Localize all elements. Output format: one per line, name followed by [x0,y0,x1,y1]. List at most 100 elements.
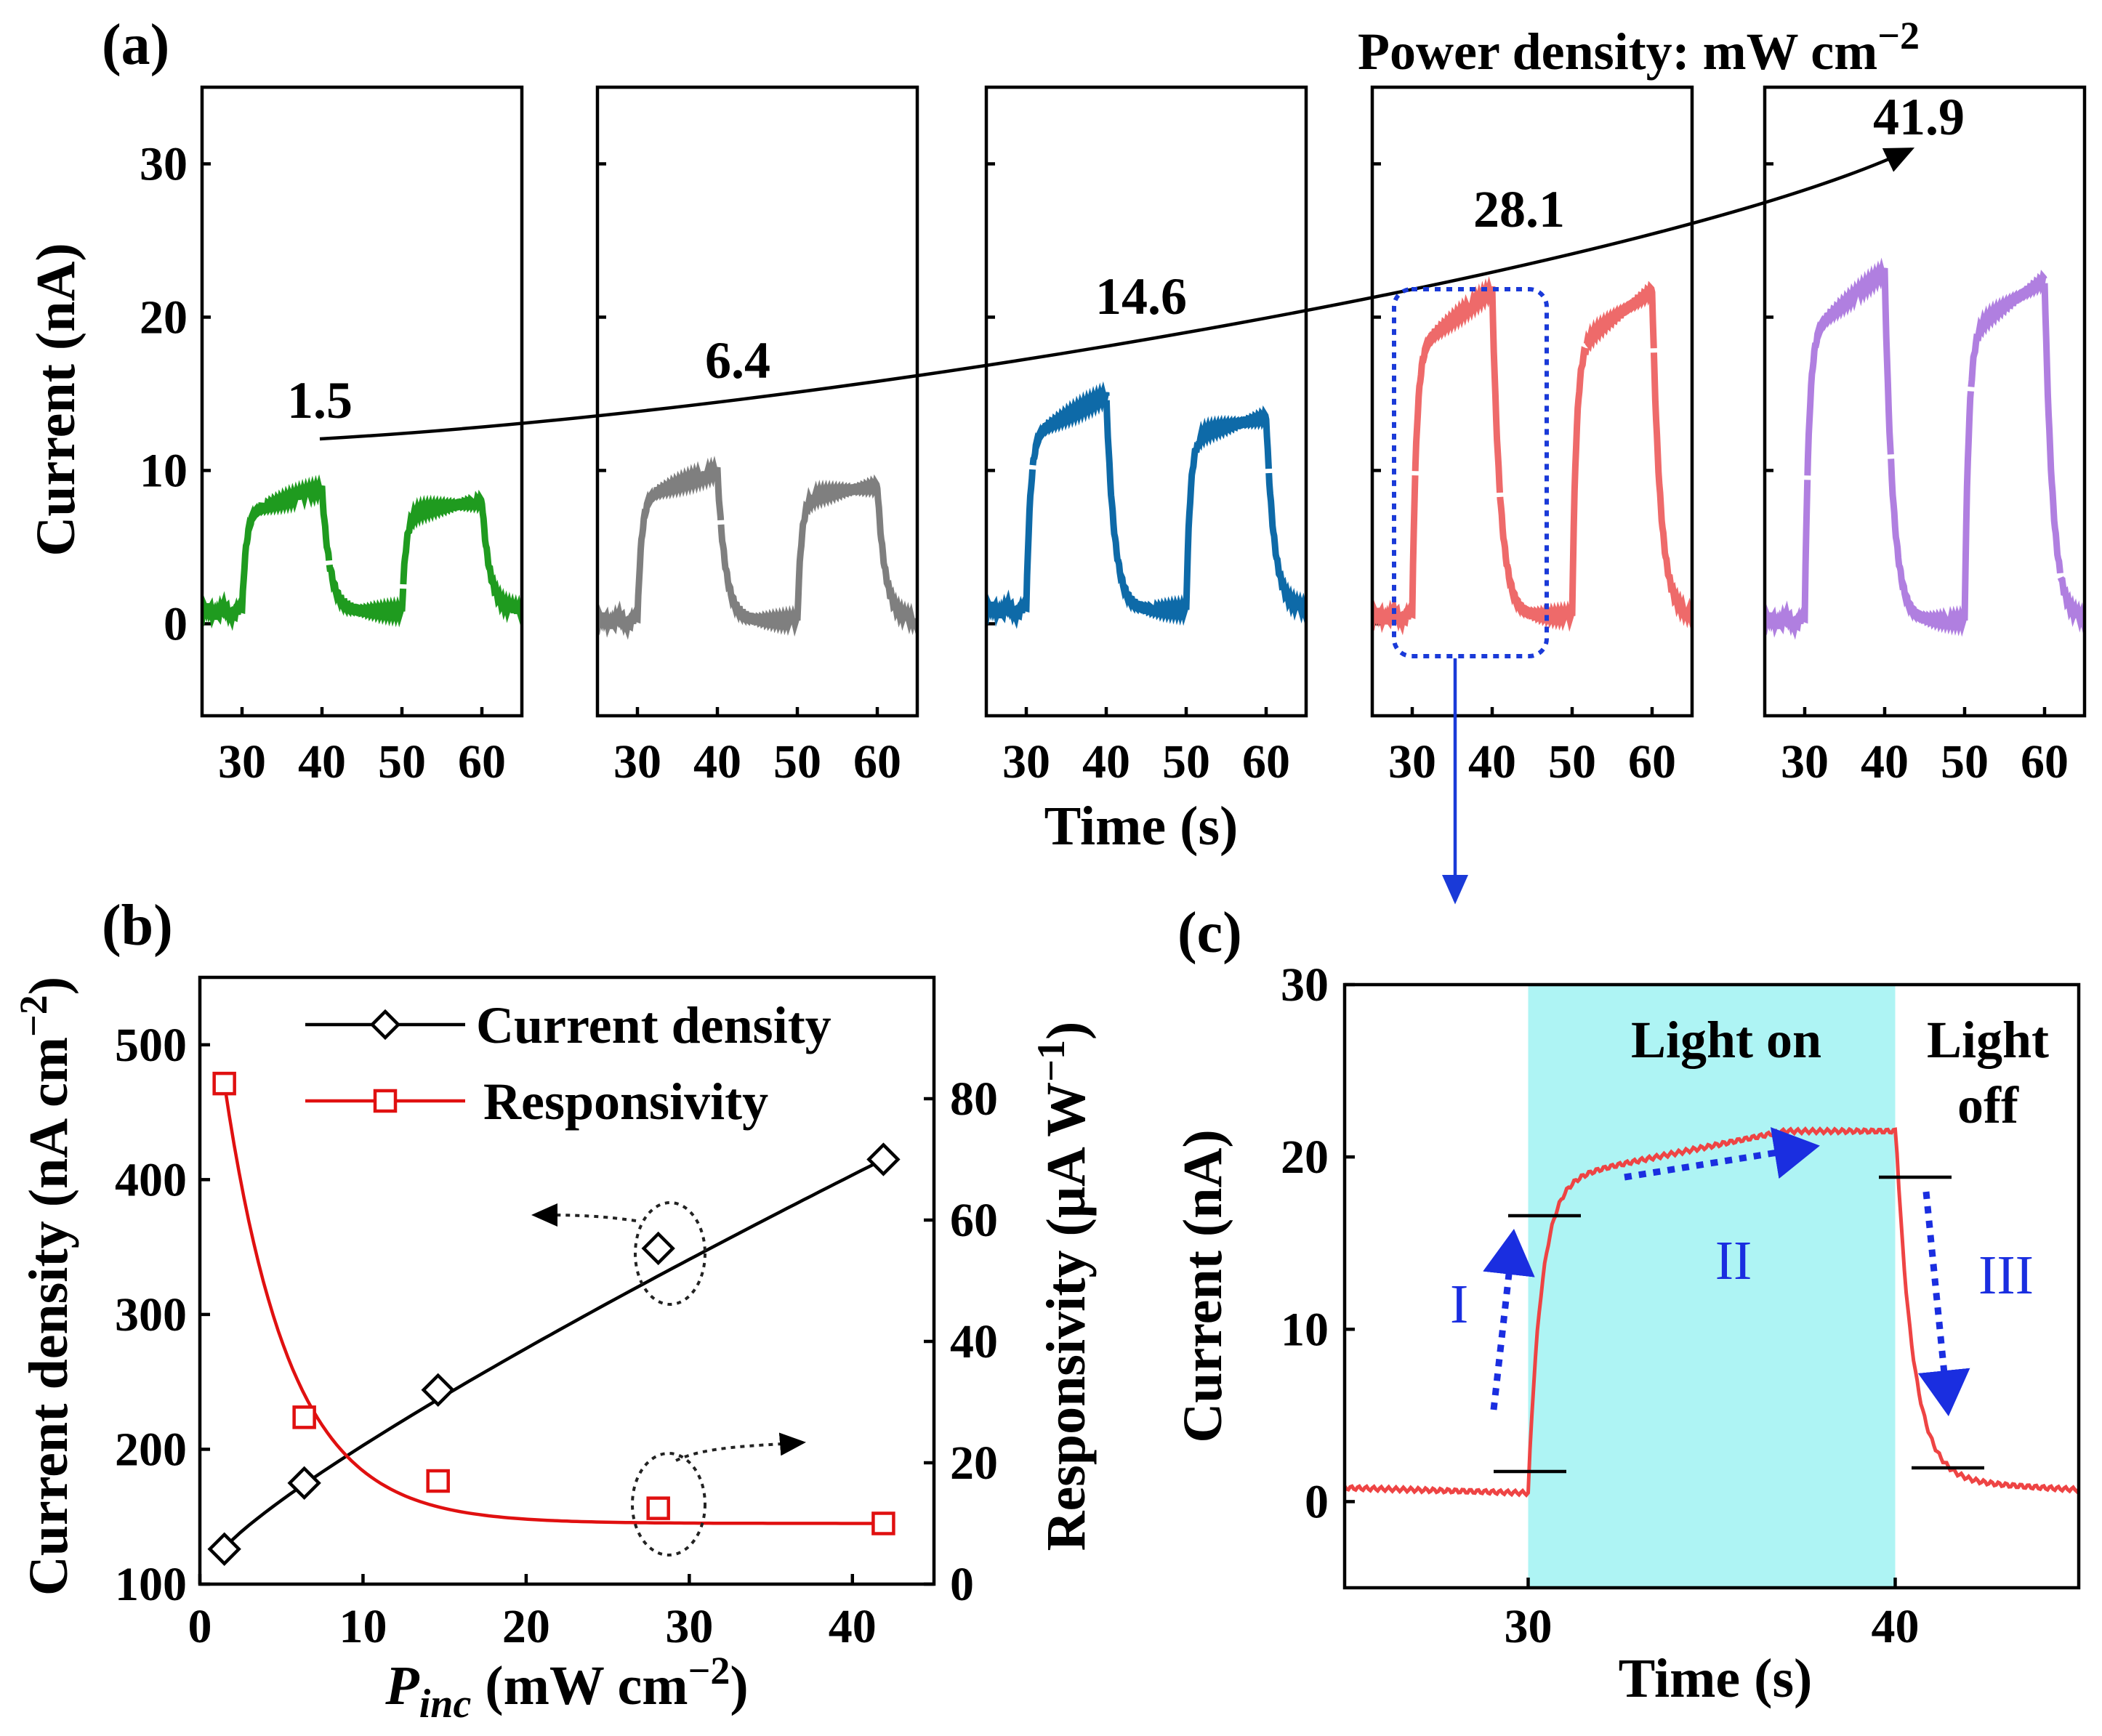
panel-b-right-y-tick-label: 0 [950,1558,974,1611]
subplot-3: 30 40 50 60 [984,85,1308,788]
x-tick-label: 30 [1781,735,1829,788]
panel-b-left-y-label: Current density (nA cm−2) [12,977,79,1596]
current-density-highlight [634,1201,706,1306]
panel-c-y-axis-label: Current (nA) [1172,1129,1233,1442]
responsivity-point [871,1511,895,1535]
panel-b-right-y-tick-label: 60 [950,1194,998,1247]
panel-a-power-labels: 1.5 6.4 14.6 28.1 41.9 [287,88,1965,429]
subplot-1: 30 40 50 60 [200,85,524,788]
x-tick-label: 30 [1388,735,1436,788]
current-density-point [287,1466,321,1501]
panel-b-x-tick-label: 0 [188,1600,212,1653]
power-label-6.4: 6.4 [705,331,770,389]
x-tick-label: 60 [1628,735,1676,788]
stage-iii-label: III [1978,1245,2034,1306]
current-density-fit [223,1160,878,1551]
power-label-41.9: 41.9 [1873,88,1965,146]
x-tick-label: 40 [693,735,741,788]
panel-c-y-tick-label: 0 [1305,1475,1329,1528]
panel-a-y-axis-label: Current (nA) [25,243,86,556]
subplot-5: 30 40 50 60 [1763,85,2087,788]
x-tick-label: 50 [1162,735,1210,788]
subplot-frame [595,85,919,718]
right-axis-pointer-arrow [675,1432,806,1462]
responsivity-highlight [631,1452,706,1557]
subplot-frame [984,85,1308,718]
current-density-point [207,1532,241,1566]
light-off-label-line2: off [1957,1076,2019,1134]
panel-b-left-y-tick-label: 400 [115,1153,187,1206]
current-density-point [866,1142,901,1176]
panel-c-x-tick-label: 30 [1505,1600,1553,1653]
panel-b-left-y-tick-label: 300 [115,1288,187,1341]
responsivity-point [646,1496,670,1520]
subplot-frame [200,85,524,718]
power-density-label: Power density: mW cm−2 [1358,14,1920,81]
panel-c-label: (c) [1177,901,1242,965]
legend-responsivity-label: Responsivity [483,1073,768,1131]
panel-b-x-tick-label: 10 [339,1600,387,1653]
stage-ii-arrow [1624,1127,1820,1181]
x-tick-label: 40 [1861,735,1909,788]
power-label-14.6: 14.6 [1095,267,1187,326]
panel-a-y-ticks: 30 20 10 0 [140,137,188,650]
current-density-point [421,1373,455,1407]
left-axis-pointer-arrow [531,1203,637,1227]
panel-c-y-tick-label: 10 [1281,1303,1329,1356]
stage-ii-label: II [1715,1230,1752,1291]
x-tick-label: 30 [613,735,661,788]
subplot-4: 30 40 50 60 [1370,85,1694,788]
panel-c-ticks: 30 40 30 20 10 0 [1281,958,1920,1653]
panel-b-ticks: 0 10 20 30 40 100 200 300 400 500 0 20 40 60 80 [115,1019,998,1653]
x-tick-label: 50 [378,735,426,788]
panel-a: (a) Power density: mW cm−2 Current (nA) … [25,13,2087,905]
panel-b-x-tick-label: 40 [829,1600,877,1653]
panel-a-y-tick-label: 0 [164,597,188,650]
stage-i-label: I [1450,1274,1468,1335]
trace-28.1 [1372,276,1692,636]
light-on-label: Light on [1631,1011,1821,1069]
panel-a-y-tick-label: 10 [140,444,188,497]
x-tick-label: 50 [1548,735,1596,788]
trace-41.9 [1765,257,2085,640]
panel-a-subplots: 30 40 50 60 30 40 50 60 30 40 50 60 30 40 50 60 30 40 50 60 [200,85,2087,788]
x-tick-label: 30 [218,735,266,788]
panel-b-left-y-tick-label: 100 [115,1558,187,1611]
stage-i-arrow [1483,1229,1535,1410]
power-trend-arrow [319,147,1915,441]
trace-1.5 [202,474,522,631]
panel-b-x-tick-label: 30 [665,1600,713,1653]
panel-c-x-tick-label: 40 [1872,1600,1920,1653]
panel-c-y-tick-label: 20 [1281,1131,1329,1184]
panel-c-frame [1342,982,2081,1590]
x-tick-label: 60 [2021,735,2069,788]
x-tick-label: 60 [458,735,506,788]
panel-a-label: (a) [102,13,169,77]
responsivity-point [426,1469,450,1493]
panel-c-current-trace [1345,1126,2079,1498]
trace-14.6 [986,381,1306,629]
x-tick-label: 40 [1468,735,1516,788]
panel-c: (c) 30 40 30 20 10 0 Current (nA) Time (s) Li… [1172,901,2081,1709]
panel-c-y-tick-label: 30 [1281,958,1329,1012]
panel-b-right-y-tick-label: 80 [950,1073,998,1126]
panel-b-x-tick-label: 20 [502,1600,550,1653]
panel-b-legend: Current density Responsivity [305,996,831,1131]
panel-b-frame [198,975,936,1586]
panel-c-x-axis-label: Time (s) [1619,1648,1813,1709]
panel-b-curves [222,1083,880,1551]
panel-b-left-y-tick-label: 200 [115,1423,187,1476]
stage-iii-arrow [1917,1191,1970,1416]
x-tick-label: 60 [853,735,901,788]
power-label-28.1: 28.1 [1473,180,1565,238]
panel-a-y-tick-label: 30 [140,137,188,190]
panel-a-y-tick-label: 20 [140,291,188,344]
responsivity-fit [222,1083,880,1525]
legend-current-density-label: Current density [476,996,831,1054]
subplot-frame [1370,85,1694,718]
legend-current-density-marker [369,1009,401,1041]
x-tick-label: 50 [1941,735,1989,788]
x-tick-label: 30 [1002,735,1050,788]
panel-b-right-y-tick-label: 20 [950,1437,998,1490]
